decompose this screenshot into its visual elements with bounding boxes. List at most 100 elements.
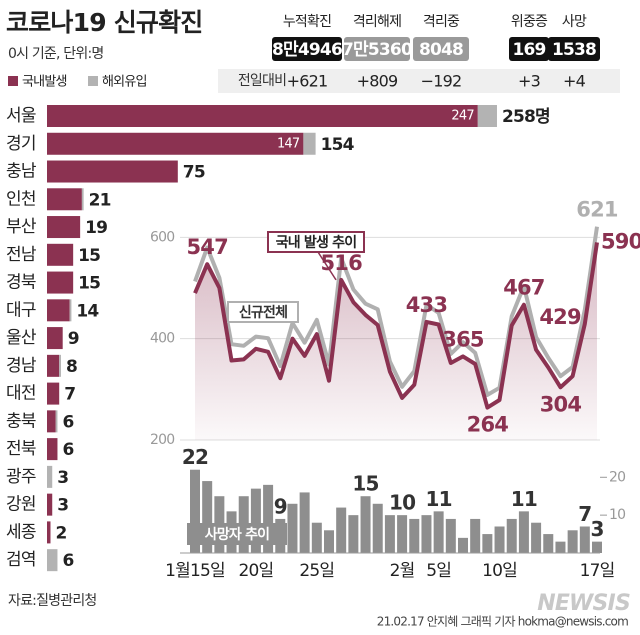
x-tick-label: 20일	[238, 561, 273, 581]
stat-name: 격리해제	[353, 14, 401, 30]
y-tick-label: 600	[150, 229, 174, 245]
stat-box	[548, 37, 600, 61]
bar-segment	[47, 216, 81, 239]
total-label: 75	[183, 163, 205, 183]
bar-segment	[81, 188, 84, 211]
x-tick-label: 25일	[299, 561, 334, 581]
category-label: 충북	[6, 411, 36, 431]
total-label: 9	[68, 329, 79, 349]
category-label: 강원	[6, 495, 36, 515]
category-label: 대전	[6, 384, 36, 404]
death-bar	[324, 530, 334, 553]
x-tick-label: 10일	[482, 561, 517, 581]
stat-name: 위중증	[511, 14, 548, 30]
category-label: 인천	[6, 189, 36, 209]
category-label: 전북	[6, 439, 36, 459]
line-value-label: 547	[186, 235, 227, 259]
death-value-label: 10	[389, 491, 415, 515]
line-value-label: 467	[503, 276, 544, 300]
category-label: 광주	[6, 467, 36, 487]
source: 자료:질병관리청	[8, 593, 96, 609]
x-tick-label: 5일	[426, 561, 451, 581]
total-label: 6	[62, 551, 73, 571]
y2-tick-label: 10	[609, 507, 625, 523]
total-label: 7	[64, 385, 75, 405]
line-value-label: 590	[601, 229, 640, 253]
line-value-label: 264	[467, 413, 509, 437]
bar-segment	[47, 105, 478, 127]
death-bar	[336, 507, 347, 553]
stat-change: −192	[421, 72, 462, 91]
bar-value-label: 147	[277, 136, 300, 151]
bar-segment	[47, 465, 53, 488]
death-bar	[263, 484, 274, 553]
total-label: 6	[62, 440, 73, 460]
death-bar	[202, 481, 213, 553]
total-label: 6	[62, 412, 73, 432]
death-bar	[470, 518, 481, 553]
x-tick-label: 17일	[580, 561, 615, 581]
category-label: 경기	[6, 134, 36, 154]
stat-box	[344, 37, 410, 61]
bar-segment	[47, 132, 304, 155]
bar-segment	[47, 188, 82, 211]
total-label: 21	[89, 190, 111, 210]
total-label: 3	[57, 496, 68, 516]
stat-change: +4	[563, 72, 586, 91]
stat-total: 1538	[552, 40, 596, 60]
death-bar	[579, 526, 590, 553]
death-bar	[592, 541, 602, 553]
y2-tick-label: 20	[609, 469, 625, 485]
stat-total: 169	[512, 40, 545, 60]
legend-swatch	[8, 76, 18, 86]
death-bar	[311, 522, 322, 553]
series-tag: 사망자 추이	[205, 526, 269, 543]
credit: 21.02.17 안지혜 그래픽 기자 hokma@newsis.com	[377, 615, 628, 629]
death-bar	[433, 511, 444, 553]
stat-name: 누적확진	[283, 14, 331, 30]
total-label: 19	[85, 218, 107, 238]
stat-box	[272, 37, 342, 61]
total-label: 2	[55, 523, 66, 543]
category-label: 세종	[6, 522, 36, 542]
death-bar	[543, 534, 554, 553]
category-label: 서울	[6, 106, 36, 126]
death-bar	[506, 518, 517, 553]
bar-segment	[47, 327, 63, 350]
death-bar	[384, 515, 395, 553]
line-value-label: 429	[539, 305, 581, 329]
death-value-label: 15	[352, 472, 378, 496]
bar-segment	[47, 243, 74, 266]
total-label: 258명	[502, 107, 550, 127]
death-bar	[518, 511, 529, 553]
bar-segment	[47, 382, 60, 405]
stat-total: 7만5360	[342, 40, 413, 60]
death-bar	[567, 530, 578, 553]
death-value-label: 11	[511, 487, 537, 511]
series-tag: 신규전체	[239, 304, 287, 321]
series-tag-box	[267, 231, 365, 253]
line-value-label: 433	[406, 293, 447, 317]
death-bar	[299, 492, 310, 553]
title: 코로나19 신규확진	[6, 8, 203, 37]
category-label: 울산	[6, 328, 37, 348]
stat-name: 사망	[562, 14, 587, 30]
y-tick-label: 200	[150, 432, 174, 448]
category-label: 충남	[6, 162, 37, 182]
watermark: NEWSIS	[537, 591, 630, 616]
death-value-label: 11	[426, 487, 452, 511]
stat-change: +809	[357, 72, 398, 91]
death-bar	[458, 537, 468, 553]
category-label: 검역	[6, 550, 36, 570]
bar-segment	[47, 271, 74, 294]
series-tag-box	[187, 523, 287, 545]
bar-segment	[303, 132, 316, 155]
change-label: 전일대비	[238, 73, 286, 89]
stat-total: 8만4946	[272, 40, 342, 60]
bar-segment	[47, 354, 60, 377]
death-bar	[287, 503, 298, 553]
category-label: 대구	[6, 300, 36, 320]
death-bar	[348, 515, 359, 553]
death-value-label: 3	[590, 517, 603, 541]
death-value-label: 7	[578, 502, 591, 526]
